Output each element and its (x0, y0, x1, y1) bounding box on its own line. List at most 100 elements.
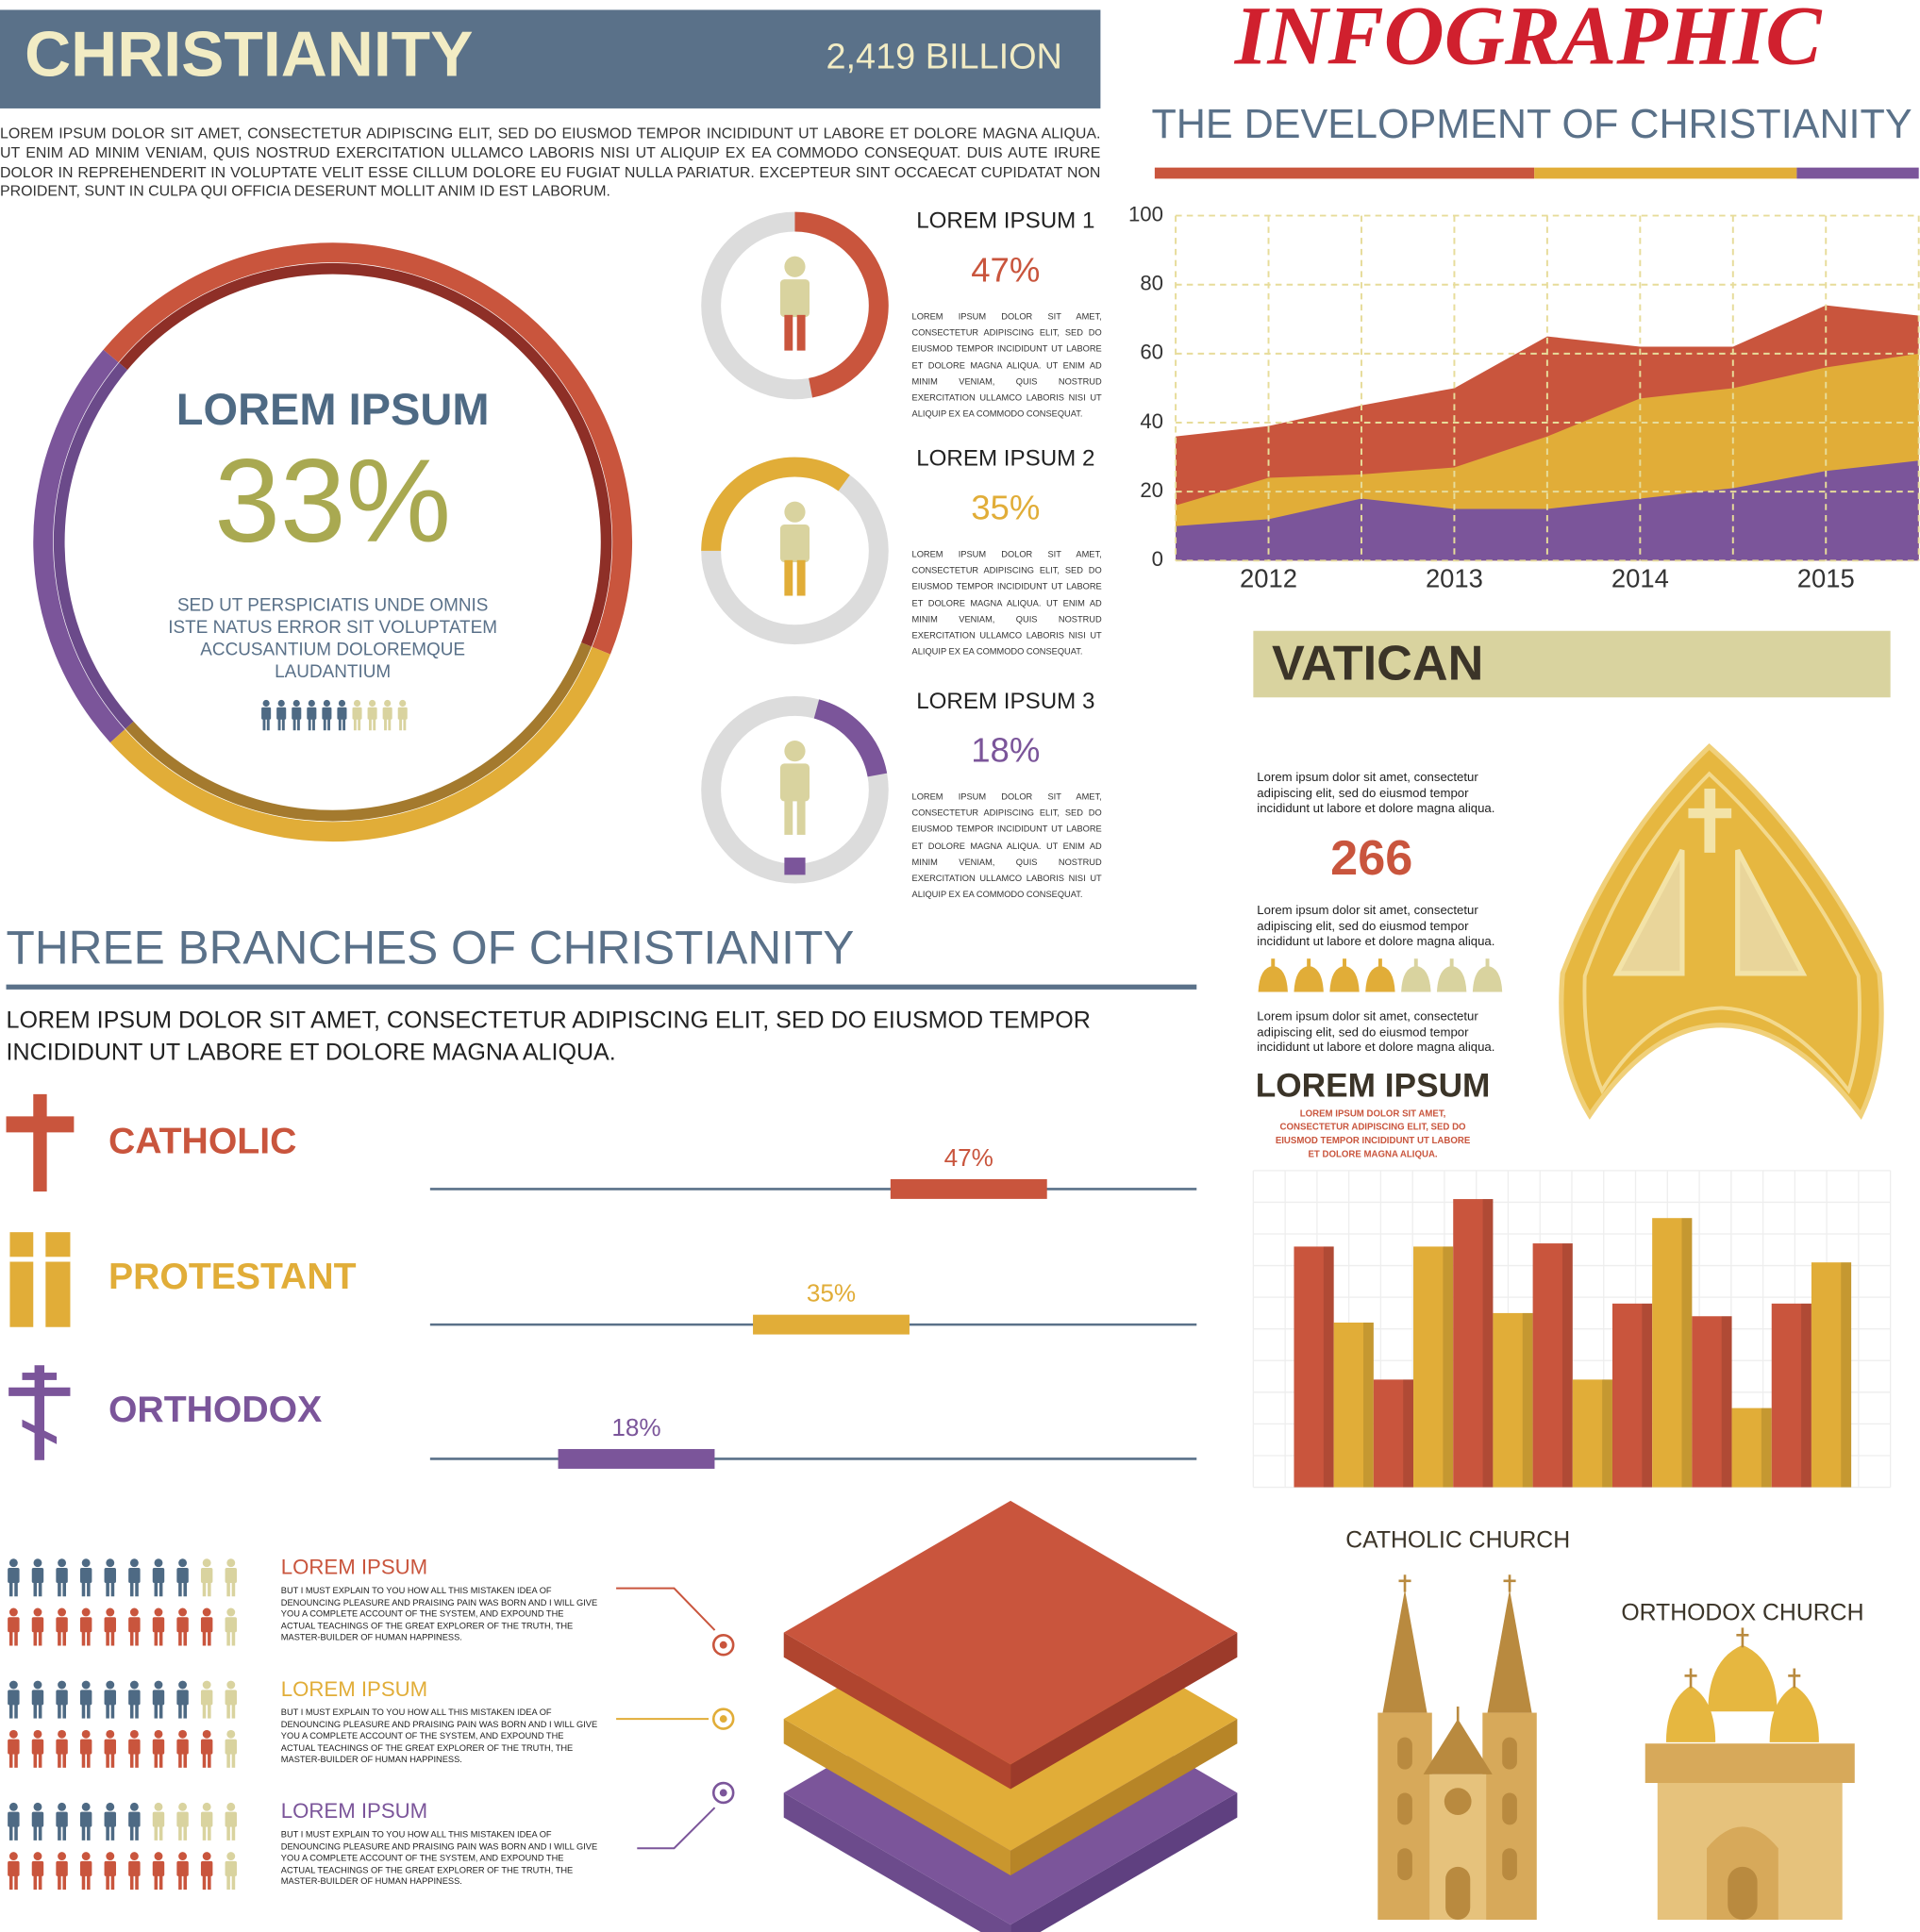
person-icon (368, 719, 372, 731)
group-text: BUT I MUST EXPLAIN TO YOU HOW ALL THIS M… (280, 1707, 598, 1765)
bell-icon (1258, 966, 1288, 992)
bar (1771, 1303, 1811, 1488)
person-icon (226, 1852, 236, 1861)
person-icon (208, 1631, 211, 1646)
mitre (1559, 742, 1884, 1121)
person-icon (129, 1607, 139, 1617)
vatican-text: Lorem ipsum dolor sit amet, consectetur … (1257, 904, 1495, 949)
person-icon (79, 1860, 92, 1876)
person-icon (104, 1811, 116, 1827)
person-icon (104, 1690, 116, 1706)
person-icon (58, 1607, 67, 1617)
person-icon (176, 1568, 189, 1584)
person-icon (128, 1617, 141, 1633)
person-icon (202, 1875, 207, 1890)
person-icon (106, 1852, 115, 1861)
person-icon (56, 1811, 68, 1827)
person-icon (784, 741, 806, 762)
bar-shade (1522, 1312, 1533, 1488)
ring-segment (125, 642, 592, 822)
person-icon (292, 719, 296, 731)
person-icon (226, 1802, 236, 1811)
layer-side (1010, 1792, 1238, 1932)
person-icon (154, 1875, 159, 1890)
person-icon (152, 1568, 165, 1584)
catholic-icon (33, 1093, 47, 1192)
person-icon (178, 1680, 188, 1690)
bar-shade (1602, 1379, 1612, 1488)
person-icon (38, 1631, 42, 1646)
bar (1692, 1316, 1732, 1488)
person-icon (208, 1875, 211, 1890)
bell-icon (1307, 958, 1311, 968)
person-icon (33, 1729, 42, 1739)
person-icon (154, 1753, 159, 1768)
header-bar (0, 9, 1101, 108)
person-icon (33, 1704, 38, 1719)
person-icon (323, 699, 330, 708)
person-icon (110, 1582, 115, 1597)
person-icon (135, 1753, 139, 1768)
vatican-text: Lorem ipsum dolor sit amet, consectetur … (1257, 771, 1495, 816)
person-icon (353, 719, 357, 731)
person-icon (8, 1607, 18, 1617)
person-icon (337, 707, 347, 720)
person-icon (135, 1704, 139, 1719)
person-icon (154, 1558, 163, 1568)
person-icon (399, 719, 403, 731)
person-icon (154, 1680, 163, 1690)
person-icon (784, 799, 793, 835)
ring-segment (103, 242, 633, 655)
person-icon (8, 1753, 13, 1768)
person-icon (79, 1690, 92, 1706)
bar-shade (1323, 1246, 1334, 1488)
person-icon (323, 719, 326, 731)
person-icon (200, 1860, 213, 1876)
person-icon (327, 719, 330, 731)
person-icon (178, 1558, 188, 1568)
person-icon (226, 1631, 230, 1646)
person-icon (262, 699, 270, 708)
person-icon (33, 1802, 42, 1811)
person-icon (129, 1852, 139, 1861)
bar (1611, 1303, 1653, 1488)
area (1176, 460, 1919, 561)
person-icon (129, 1631, 134, 1646)
person-icon (135, 1582, 139, 1597)
person-icon (62, 1753, 67, 1768)
person-icon (202, 1825, 207, 1840)
church (1456, 1707, 1460, 1724)
bar (1493, 1312, 1533, 1488)
person-icon (226, 1825, 230, 1840)
person-icon (152, 1690, 165, 1706)
group-text: BUT I MUST EXPLAIN TO YOU HOW ALL THIS M… (280, 1586, 598, 1643)
bar (1652, 1218, 1693, 1488)
person-icon (58, 1680, 67, 1690)
orthodox-icon (22, 1419, 58, 1444)
church (1508, 1574, 1511, 1592)
person-icon (33, 1753, 38, 1768)
person-icon (231, 1875, 236, 1890)
vatican-heading: LOREM IPSUM (1256, 1068, 1491, 1105)
person-icon (106, 1825, 109, 1840)
person-icon (308, 699, 315, 708)
y-tick-label: 60 (1140, 341, 1163, 364)
person-icon (382, 707, 392, 720)
y-tick-label: 80 (1140, 272, 1163, 295)
person-icon (79, 1739, 92, 1755)
person-icon (81, 1852, 91, 1861)
church-window (1502, 1737, 1517, 1770)
church-window (1397, 1792, 1412, 1825)
person-icon (226, 1875, 230, 1890)
bar (1811, 1262, 1852, 1488)
layer-top (783, 1500, 1238, 1765)
person-icon (129, 1729, 139, 1739)
person-icon (38, 1875, 42, 1890)
person-icon (33, 1825, 38, 1840)
ring-text: SED UT PERSPICIATIS UNDE OMNIS (177, 596, 488, 616)
bar-shade (1482, 1199, 1494, 1488)
person-icon (342, 719, 346, 731)
person-icon (33, 1680, 42, 1690)
